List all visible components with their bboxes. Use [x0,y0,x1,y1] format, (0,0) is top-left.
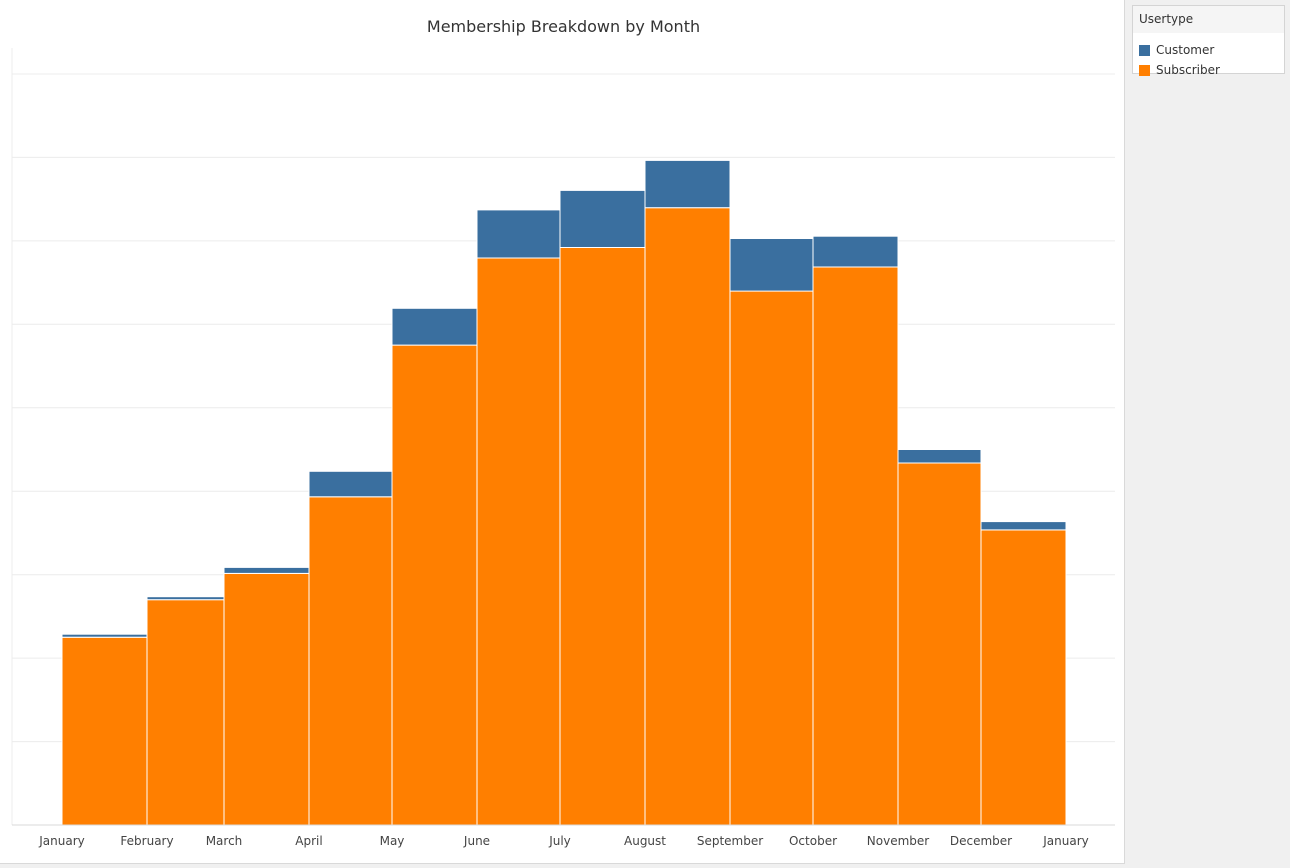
bar-customer[interactable] [559,189,646,248]
x-tick-label: May [380,834,405,848]
x-tick-label: January [1042,834,1089,848]
bar-subscriber[interactable] [308,496,393,826]
bar-subscriber[interactable] [476,257,561,826]
bar-customer[interactable] [812,235,899,268]
legend-item-subscriber[interactable]: Subscriber [1139,62,1220,78]
bar-subscriber[interactable] [61,636,148,826]
bar-subscriber[interactable] [980,529,1067,826]
bar-customer[interactable] [146,596,225,601]
x-tick-label: October [789,834,837,848]
bar-customer[interactable] [897,449,982,464]
bar-customer[interactable] [644,159,731,209]
bar-subscriber[interactable] [812,266,899,826]
x-tick-label: April [295,834,322,848]
x-tick-label: August [624,834,666,848]
x-axis: January February March April May June July Augu… [12,824,1115,848]
legend-swatch-customer [1139,44,1150,56]
bar-subscriber[interactable] [223,572,310,826]
bar-customer[interactable] [476,209,561,259]
x-tick-label: March [206,834,243,848]
chart-plot: January February March April May June July Augu… [11,48,1115,848]
bar-customer[interactable] [223,566,310,574]
legend-label-subscriber: Subscriber [1156,63,1220,77]
x-tick-label: June [463,834,490,848]
bars [61,159,1067,826]
bar-subscriber[interactable] [644,207,731,826]
legend-label-customer: Customer [1156,43,1215,57]
bar-customer[interactable] [391,307,478,346]
chart-title: Membership Breakdown by Month [426,17,701,36]
x-tick-label: December [950,834,1012,848]
legend-swatch-subscriber [1139,64,1150,76]
legend: Usertype Customer Subscriber [1132,5,1285,77]
x-tick-label: September [697,834,763,848]
bar-subscriber[interactable] [897,462,982,826]
bar-subscriber[interactable] [391,344,478,826]
bar-subscriber[interactable] [146,599,225,826]
bar-customer[interactable] [308,470,393,498]
x-tick-label: November [867,834,929,848]
bar-customer[interactable] [61,633,148,638]
x-tick-label: February [120,834,173,848]
x-tick-label: July [548,834,571,848]
legend-title: Usertype [1133,6,1284,33]
bar-customer[interactable] [729,238,814,292]
bar-customer[interactable] [980,521,1067,531]
bar-subscriber[interactable] [729,290,814,826]
bar-subscriber[interactable] [559,247,646,826]
x-tick-label: January [38,834,85,848]
legend-item-customer[interactable]: Customer [1139,42,1214,58]
